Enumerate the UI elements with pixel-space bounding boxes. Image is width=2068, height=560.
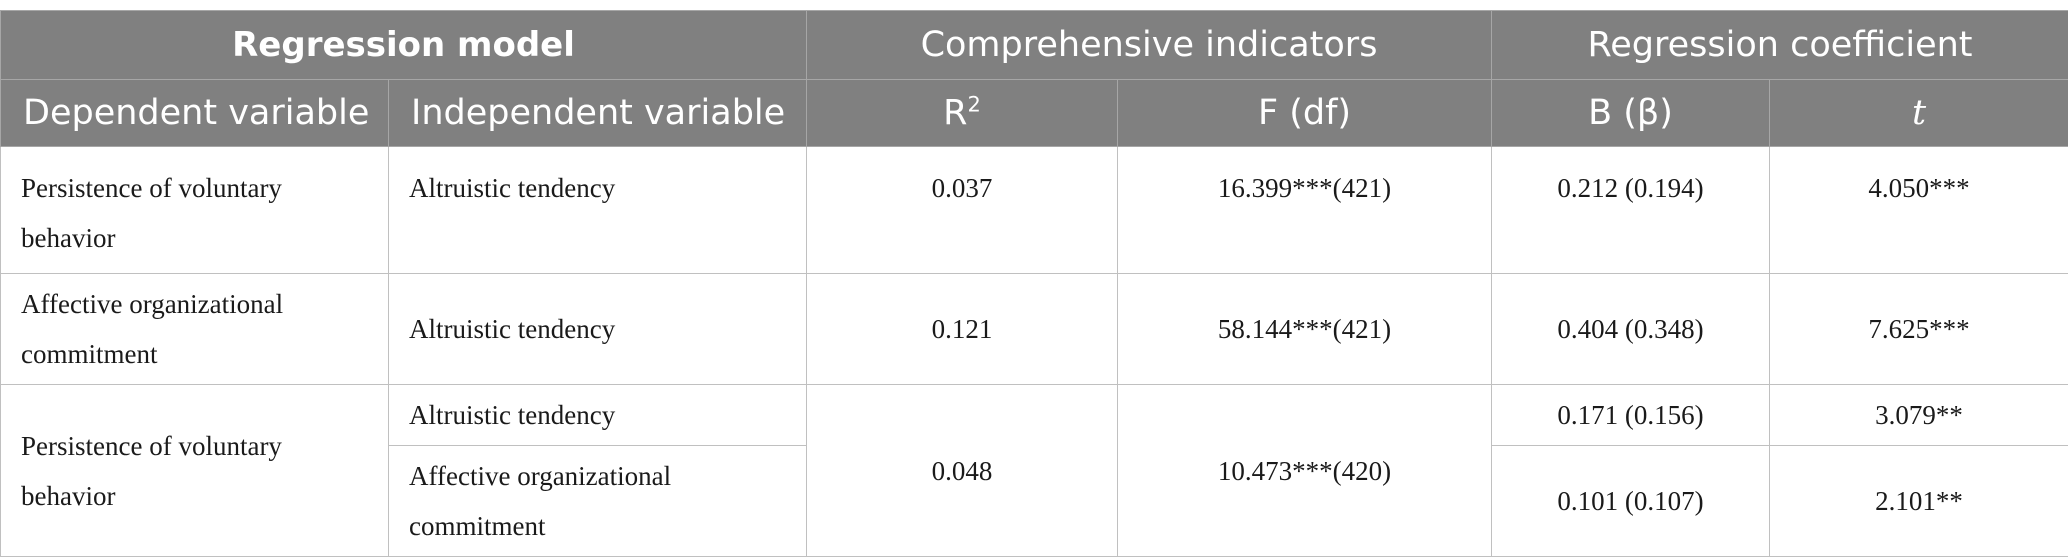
header-independent-variable: Independent variable bbox=[388, 79, 807, 147]
cell-t: 3.079** bbox=[1769, 384, 2068, 446]
header-dependent-variable: Dependent variable bbox=[0, 79, 389, 147]
header-b-beta: B (β) bbox=[1491, 79, 1771, 147]
cell-f-df: 58.144***(421) bbox=[1116, 273, 1493, 385]
cell-r2: 0.037 bbox=[806, 146, 1118, 274]
cell-f-df: 16.399***(421) bbox=[1116, 146, 1493, 274]
cell-independent: Altruistic tendency bbox=[388, 273, 807, 385]
cell-t: 7.625*** bbox=[1769, 273, 2068, 385]
cell-b-beta: 0.101 (0.107) bbox=[1491, 445, 1771, 557]
cell-dependent: Persistence of voluntary behavior bbox=[0, 384, 389, 557]
group-header-row: Regression model Comprehensive indicator… bbox=[0, 10, 2068, 80]
cell-dependent: Persistence of voluntary behavior bbox=[0, 146, 389, 274]
cell-independent: Altruistic tendency bbox=[388, 146, 807, 274]
header-regression-model: Regression model bbox=[0, 10, 807, 80]
table-row: Affective organizational commitment 0.10… bbox=[1, 445, 2068, 557]
header-comprehensive-indicators: Comprehensive indicators bbox=[805, 10, 1493, 80]
header-f-df: F (df) bbox=[1116, 79, 1493, 147]
cell-b-beta: 0.171 (0.156) bbox=[1491, 384, 1771, 446]
cell-r2: 0.121 bbox=[806, 273, 1118, 385]
cell-independent: Altruistic tendency bbox=[388, 384, 807, 446]
cell-f-df: 10.473***(420) bbox=[1116, 384, 1493, 557]
column-header-row: Dependent variable Independent variable … bbox=[0, 79, 2068, 147]
header-regression-coefficient: Regression coefficient bbox=[1491, 10, 2068, 80]
cell-t: 2.101** bbox=[1769, 445, 2068, 557]
t-label: t bbox=[1911, 93, 1927, 133]
cell-b-beta: 0.404 (0.348) bbox=[1491, 273, 1771, 385]
cell-independent: Affective organizational commitment bbox=[388, 445, 807, 557]
table-row: Affective organizational commitment Altr… bbox=[0, 273, 2068, 385]
cell-b-beta: 0.212 (0.194) bbox=[1491, 146, 1771, 274]
cell-r2: 0.048 bbox=[806, 384, 1118, 557]
table-row: Persistence of voluntary behavior Altrui… bbox=[0, 384, 2068, 557]
cell-dependent: Affective organizational commitment bbox=[0, 273, 389, 385]
regression-table: Regression model Comprehensive indicator… bbox=[0, 10, 2068, 557]
cell-t: 4.050*** bbox=[1769, 146, 2068, 274]
header-r-squared: R2 bbox=[806, 79, 1118, 147]
r2-base: R bbox=[943, 93, 968, 133]
table-row: Persistence of voluntary behavior Altrui… bbox=[0, 146, 2068, 274]
header-t: t bbox=[1769, 79, 2068, 147]
r2-superscript: 2 bbox=[967, 92, 981, 117]
